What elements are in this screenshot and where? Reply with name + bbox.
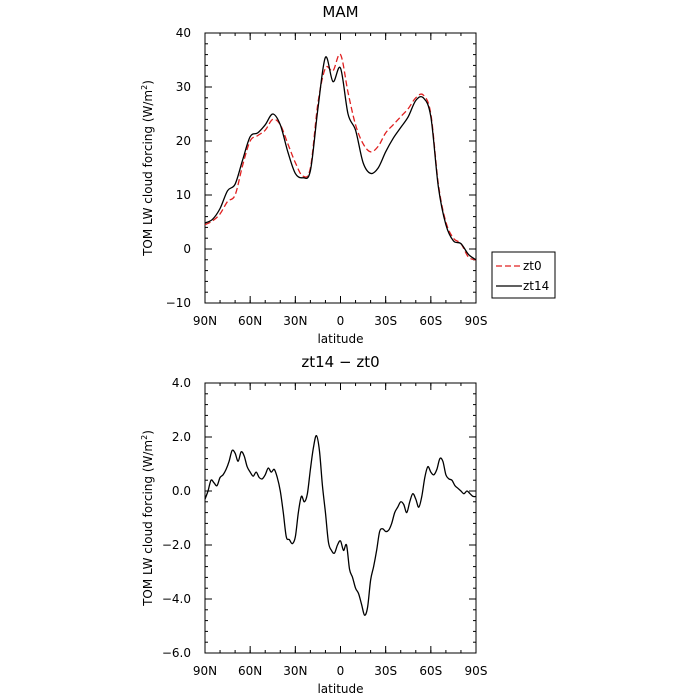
y-tick-label: 30	[176, 80, 191, 94]
x-tick-label: 30S	[374, 664, 397, 678]
plot-frame	[204, 32, 477, 304]
x-tick-label: 60S	[419, 664, 442, 678]
y-tick-label: −4.0	[162, 592, 191, 606]
plot-frame	[204, 382, 477, 654]
x-tick-label: 30N	[283, 664, 307, 678]
y-tick-label: −10	[166, 296, 191, 310]
x-tick-label: 90S	[465, 664, 488, 678]
y-axis-label: TOM LW cloud forcing (W/m2)	[140, 80, 155, 257]
legend: zt0 zt14	[491, 251, 556, 299]
legend-box	[491, 251, 556, 299]
series-line-difference	[204, 434, 477, 616]
legend-label-zt14: zt14	[523, 279, 549, 293]
y-tick-label: 40	[176, 26, 191, 40]
x-tick-label: 90S	[465, 314, 488, 328]
chart-title: zt14 − zt0	[301, 353, 379, 371]
y-tick-label: 4.0	[172, 376, 191, 390]
y-axis-label-sup: 2	[140, 435, 149, 440]
y-tick-label: 0.0	[172, 484, 191, 498]
series-line-zt0	[204, 53, 477, 261]
x-tick-label: 90N	[193, 314, 217, 328]
y-tick-label: 0	[183, 242, 191, 256]
legend-label-zt0: zt0	[523, 259, 542, 273]
y-axis-label-main: TOM LW cloud forcing (W/m	[141, 440, 155, 607]
series-line-zt14	[204, 56, 477, 261]
y-axis-label-main: TOM LW cloud forcing (W/m	[141, 90, 155, 257]
x-tick-label: 60S	[419, 314, 442, 328]
y-axis-label-end: )	[141, 430, 155, 435]
y-tick-label: 2.0	[172, 430, 191, 444]
y-tick-label: −6.0	[162, 646, 191, 660]
y-tick-label: 10	[176, 188, 191, 202]
x-tick-label: 0	[337, 664, 345, 678]
x-tick-label: 90N	[193, 664, 217, 678]
y-axis-label-sup: 2	[140, 85, 149, 90]
chart-title: MAM	[322, 3, 358, 21]
x-tick-label: 60N	[238, 664, 262, 678]
y-tick-label: 20	[176, 134, 191, 148]
x-tick-label: 30S	[374, 314, 397, 328]
y-tick-label: −2.0	[162, 538, 191, 552]
x-axis-label: latitude	[317, 332, 363, 346]
x-axis-label: latitude	[317, 682, 363, 696]
y-axis-label-end: )	[141, 80, 155, 85]
x-tick-label: 60N	[238, 314, 262, 328]
x-tick-label: 30N	[283, 314, 307, 328]
y-axis-label: TOM LW cloud forcing (W/m2)	[140, 430, 155, 607]
x-tick-label: 0	[337, 314, 345, 328]
